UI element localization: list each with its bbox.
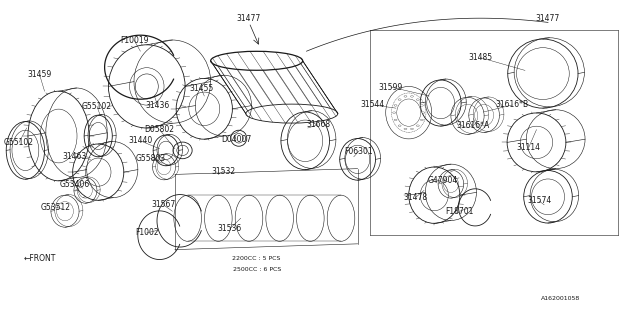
Text: D05802: D05802 [145, 125, 175, 134]
Text: D04007: D04007 [221, 135, 252, 144]
Text: 31478: 31478 [403, 193, 427, 202]
Text: 31599: 31599 [379, 83, 403, 92]
Text: 31477: 31477 [536, 14, 560, 23]
Text: 31567: 31567 [151, 200, 175, 209]
Text: 31544: 31544 [361, 100, 385, 109]
Circle shape [410, 96, 413, 97]
Text: 31485: 31485 [468, 53, 492, 62]
Text: 31616*B: 31616*B [495, 100, 529, 109]
Text: F10019: F10019 [120, 36, 148, 44]
Text: F18701: F18701 [445, 207, 474, 216]
Text: G55102: G55102 [4, 138, 34, 147]
Text: 31455: 31455 [189, 84, 213, 93]
Text: 31532: 31532 [211, 167, 236, 176]
Text: G47904: G47904 [428, 176, 458, 185]
Text: G53406: G53406 [60, 180, 90, 189]
Text: G53512: G53512 [41, 203, 71, 212]
Circle shape [398, 125, 401, 126]
Circle shape [417, 99, 419, 100]
Text: G55803: G55803 [136, 154, 166, 163]
Text: F06301: F06301 [344, 147, 373, 156]
Circle shape [420, 119, 424, 121]
Text: ←FRONT: ←FRONT [23, 254, 56, 263]
Circle shape [404, 96, 407, 97]
Text: A162001058: A162001058 [541, 296, 580, 301]
Text: 31574: 31574 [527, 196, 551, 205]
Text: 2500CC : 6 PCS: 2500CC : 6 PCS [232, 267, 281, 272]
Text: G55102: G55102 [82, 102, 112, 111]
Circle shape [394, 119, 397, 121]
Circle shape [398, 99, 401, 100]
Circle shape [422, 112, 425, 113]
Text: 31459: 31459 [28, 70, 52, 79]
Circle shape [394, 105, 397, 106]
Text: 31440: 31440 [128, 136, 152, 145]
Text: 31114: 31114 [517, 143, 541, 152]
Circle shape [410, 128, 413, 130]
Circle shape [417, 125, 419, 126]
Circle shape [404, 128, 407, 130]
Circle shape [420, 105, 424, 106]
Text: 2200CC : 5 PCS: 2200CC : 5 PCS [232, 256, 281, 261]
Text: 31616*A: 31616*A [456, 121, 489, 130]
Circle shape [392, 112, 396, 113]
Text: 31477: 31477 [237, 14, 261, 23]
Text: 31536: 31536 [218, 224, 242, 233]
Text: 31436: 31436 [145, 101, 170, 110]
Text: F1002: F1002 [135, 228, 159, 237]
Text: 31463: 31463 [63, 152, 86, 161]
Text: 31668: 31668 [306, 120, 330, 129]
